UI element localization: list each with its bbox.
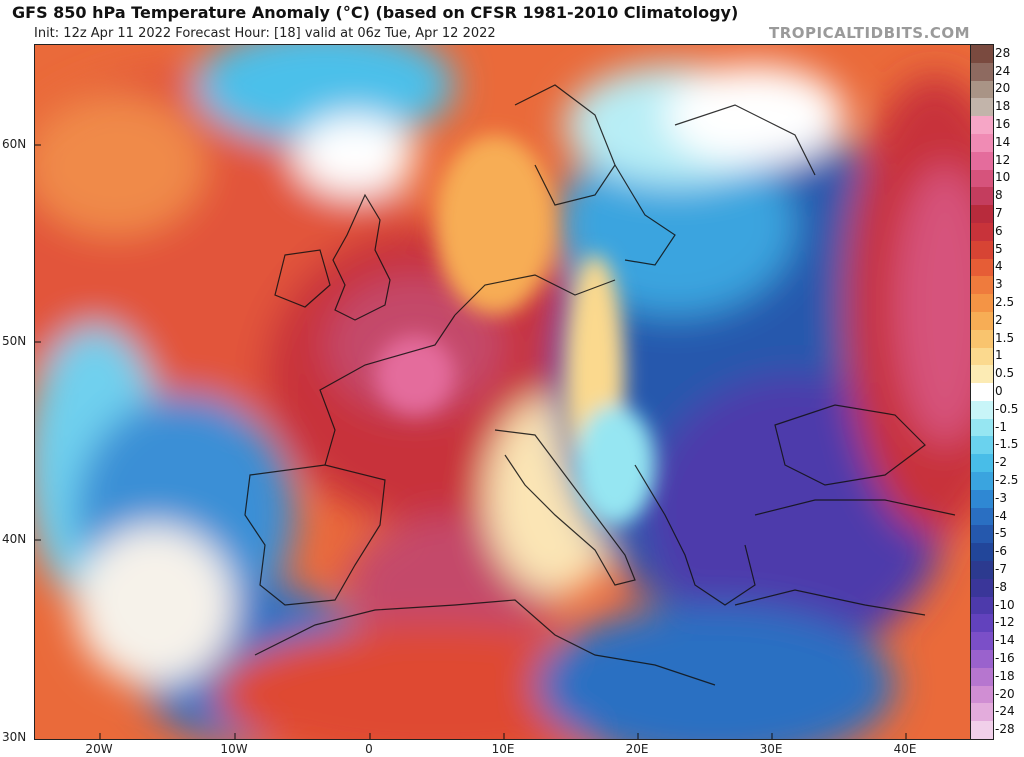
colorbar-cell — [971, 507, 993, 526]
colorbar-tick-label: 5 — [995, 241, 1003, 256]
lon-label-20w: 20W — [85, 742, 113, 756]
colorbar-cell — [971, 205, 993, 224]
colorbar-tick-label: 4 — [995, 259, 1003, 274]
colorbar-tick-label: -3 — [995, 490, 1007, 505]
lon-label-40e: 40E — [893, 742, 917, 756]
colorbar-cell — [971, 454, 993, 473]
colorbar-cell — [971, 276, 993, 295]
colorbar-cell — [971, 329, 993, 348]
colorbar-tick-label: -1.5 — [995, 437, 1019, 452]
colorbar-tick-label: -8 — [995, 579, 1007, 594]
colorbar-tick-label: -20 — [995, 686, 1015, 701]
colorbar-tick-label: 10 — [995, 170, 1011, 185]
colorbar-tick-label: 1 — [995, 348, 1003, 363]
lon-label-0: 0 — [365, 742, 373, 756]
colorbar-tick-label: 12 — [995, 152, 1011, 167]
colorbar-tick-label: 24 — [995, 63, 1011, 78]
map-title: GFS 850 hPa Temperature Anomaly (°C) (ba… — [12, 3, 739, 22]
colorbar-cell — [971, 632, 993, 651]
colorbar-cell — [971, 436, 993, 455]
colorbar-cell — [971, 62, 993, 82]
colorbar-tick-label: -24 — [995, 704, 1015, 719]
colorbar-cell — [971, 703, 993, 722]
colorbar-cell — [971, 383, 993, 402]
colorbar-tick-label: -6 — [995, 544, 1007, 559]
colorbar-cell — [971, 347, 993, 366]
colorbar-tick-label: -5 — [995, 526, 1007, 541]
colorbar-tick-label: -2.5 — [995, 472, 1019, 487]
colorbar-cell — [971, 472, 993, 491]
colorbar-tick-label: 0.5 — [995, 366, 1015, 381]
colorbar-cell — [971, 133, 993, 153]
colorbar-tick-label: 6 — [995, 223, 1003, 238]
colorbar-tick-label: -1 — [995, 419, 1007, 434]
colorbar-cell — [971, 489, 993, 509]
anomaly-map-canvas — [35, 45, 971, 739]
colorbar-cell — [971, 365, 993, 384]
colorbar-cell — [971, 240, 993, 260]
lat-label-60n: 60N — [2, 137, 27, 151]
colorbar-cell — [971, 294, 993, 313]
colorbar-tick-label: -18 — [995, 668, 1015, 683]
colorbar-tick-label: -14 — [995, 633, 1015, 648]
colorbar-tick-label: -7 — [995, 561, 1007, 576]
colorbar-tick-label: -4 — [995, 508, 1007, 523]
colorbar-cell — [971, 400, 993, 420]
colorbar-cell — [971, 151, 993, 171]
colorbar-cell — [971, 116, 993, 135]
colorbar-tick-label: -12 — [995, 615, 1015, 630]
colorbar-tick-label: 18 — [995, 99, 1011, 114]
colorbar-tick-label: -10 — [995, 597, 1015, 612]
colorbar-cell — [971, 169, 993, 188]
colorbar-cell — [971, 685, 993, 704]
colorbar-tick-label: 2 — [995, 312, 1003, 327]
map-subtitle: Init: 12z Apr 11 2022 Forecast Hour: [18… — [34, 26, 496, 41]
colorbar-cell — [971, 561, 993, 580]
colorbar-tick-label: 1.5 — [995, 330, 1015, 345]
colorbar-cell — [971, 596, 993, 615]
colorbar-tick-label: 14 — [995, 134, 1011, 149]
colorbar-tick-label: 2.5 — [995, 295, 1015, 310]
colorbar-cell — [971, 418, 993, 437]
colorbar-cell — [971, 45, 993, 64]
lat-label-40n: 40N — [2, 532, 27, 546]
colorbar-tick-label: -28 — [995, 722, 1015, 737]
colorbar-cell — [971, 525, 993, 544]
lon-label-30e: 30E — [759, 742, 783, 756]
colorbar-cell — [971, 98, 993, 117]
lon-label-20e: 20E — [625, 742, 649, 756]
colorbar-tick-label: 8 — [995, 188, 1003, 203]
lat-label-50n: 50N — [2, 334, 27, 348]
colorbar-cell — [971, 187, 993, 206]
colorbar-tick-label: 3 — [995, 277, 1003, 292]
colorbar-cell — [971, 311, 993, 331]
colorbar-cell — [971, 667, 993, 687]
colorbar-cell — [971, 721, 993, 740]
colorbar-cell — [971, 80, 993, 99]
colorbar-tick-label: 20 — [995, 81, 1011, 96]
brand-watermark: TROPICALTIDBITS.COM — [769, 24, 970, 42]
colorbar-cell — [971, 222, 993, 242]
anomaly-map — [34, 44, 972, 740]
colorbar-cell — [971, 578, 993, 598]
colorbar-tick-label: 7 — [995, 206, 1003, 221]
colorbar — [970, 44, 994, 740]
colorbar-cell — [971, 650, 993, 669]
colorbar-cell — [971, 543, 993, 562]
lat-label-30n: 30N — [2, 730, 27, 744]
colorbar-cell — [971, 614, 993, 633]
lon-label-10e: 10E — [491, 742, 515, 756]
colorbar-tick-label: -2 — [995, 455, 1007, 470]
colorbar-tick-label: 28 — [995, 45, 1011, 60]
lon-label-10w: 10W — [220, 742, 248, 756]
colorbar-tick-label: -0.5 — [995, 401, 1019, 416]
colorbar-tick-label: -16 — [995, 650, 1015, 665]
colorbar-tick-label: 0 — [995, 384, 1003, 398]
colorbar-tick-label: 16 — [995, 117, 1011, 132]
colorbar-cell — [971, 258, 993, 277]
